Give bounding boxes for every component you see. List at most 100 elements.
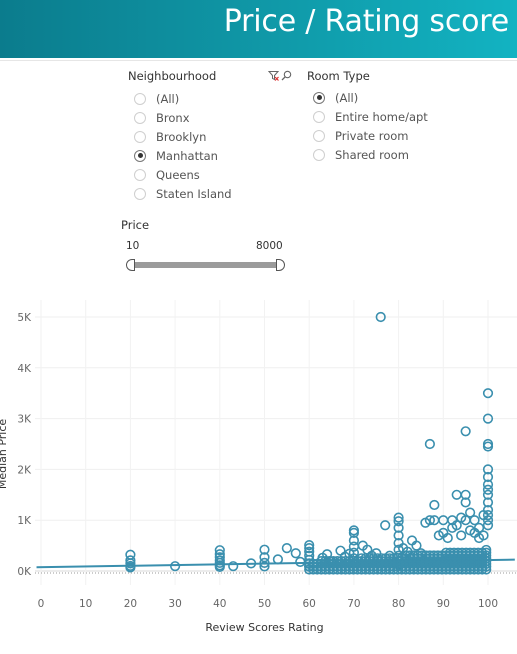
data-point[interactable] xyxy=(460,489,471,500)
price-slider-max-handle[interactable] xyxy=(276,259,285,271)
x-tick-label: 60 xyxy=(303,598,316,610)
neighbourhood-option[interactable]: Queens xyxy=(134,165,232,184)
header-divider xyxy=(0,60,517,61)
data-point[interactable] xyxy=(214,545,225,556)
radio-button-icon[interactable] xyxy=(134,149,146,162)
neighbourhood-option[interactable]: (All) xyxy=(134,89,232,108)
radio-button-icon[interactable] xyxy=(134,168,146,181)
data-point[interactable] xyxy=(393,522,404,533)
data-point[interactable] xyxy=(482,464,494,475)
data-point[interactable] xyxy=(460,497,471,508)
search-icon[interactable] xyxy=(281,70,292,81)
data-point[interactable] xyxy=(259,544,270,555)
data-point[interactable] xyxy=(451,520,462,531)
radio-button-icon[interactable] xyxy=(313,91,325,104)
data-point[interactable] xyxy=(393,512,404,523)
data-point[interactable] xyxy=(482,388,494,399)
data-point[interactable] xyxy=(482,413,494,424)
radio-button-icon[interactable] xyxy=(134,92,146,105)
data-point[interactable] xyxy=(482,515,494,526)
data-point[interactable] xyxy=(214,561,225,573)
data-point[interactable] xyxy=(481,550,492,561)
radio-button-icon[interactable] xyxy=(313,129,325,142)
x-tick-label: 40 xyxy=(213,598,226,610)
data-point[interactable] xyxy=(482,489,494,500)
radio-button-icon[interactable] xyxy=(313,110,325,123)
data-point[interactable] xyxy=(465,507,476,518)
data-point[interactable] xyxy=(478,530,489,541)
neighbourhood-option[interactable]: Staten Island xyxy=(134,184,232,203)
neighbourhood-option-label: Manhattan xyxy=(156,148,218,163)
data-point[interactable] xyxy=(348,527,360,538)
data-point[interactable] xyxy=(295,556,306,567)
data-point[interactable] xyxy=(170,561,181,572)
data-point[interactable] xyxy=(375,311,386,323)
data-point[interactable] xyxy=(482,520,494,531)
data-point[interactable] xyxy=(456,530,467,541)
data-point[interactable] xyxy=(482,441,494,452)
data-point[interactable] xyxy=(304,539,315,551)
header-banner: Price / Rating score xyxy=(0,0,517,58)
data-point[interactable] xyxy=(429,499,440,511)
room-type-radio-list: (All) Entire home/apt Private room Shared r… xyxy=(313,88,428,164)
data-point[interactable] xyxy=(482,497,494,508)
clear-filter-icon[interactable] xyxy=(268,70,279,81)
radio-button-icon[interactable] xyxy=(313,148,325,161)
data-point[interactable] xyxy=(335,545,346,556)
room-type-option[interactable]: Entire home/apt xyxy=(313,107,428,126)
price-slider-min-handle[interactable] xyxy=(126,259,135,271)
data-point[interactable] xyxy=(482,504,494,516)
radio-button-icon[interactable] xyxy=(134,187,146,200)
x-tick-label: 0 xyxy=(38,598,45,610)
data-point[interactable] xyxy=(460,426,471,437)
data-point[interactable] xyxy=(304,543,315,554)
data-point[interactable] xyxy=(259,557,270,568)
data-point[interactable] xyxy=(473,522,485,533)
neighbourhood-option[interactable]: Brooklyn xyxy=(134,127,232,146)
neighbourhood-option[interactable]: Manhattan xyxy=(134,146,232,165)
chart-gridlines xyxy=(35,300,517,585)
data-point[interactable] xyxy=(125,562,136,573)
data-point[interactable] xyxy=(348,535,360,546)
data-point[interactable] xyxy=(321,549,333,560)
data-point[interactable] xyxy=(481,547,492,558)
data-point[interactable] xyxy=(393,516,404,527)
price-min-value: 10 xyxy=(126,240,140,252)
data-point[interactable] xyxy=(482,510,494,521)
room-type-option[interactable]: Private room xyxy=(313,126,428,145)
data-point[interactable] xyxy=(481,544,492,556)
data-point[interactable] xyxy=(290,548,301,559)
room-type-option-label: (All) xyxy=(335,90,359,105)
y-tick-label: 1K xyxy=(17,515,32,527)
room-type-option[interactable]: Shared room xyxy=(313,145,428,164)
radio-button-icon[interactable] xyxy=(134,130,146,143)
price-filter-title: Price xyxy=(121,218,150,232)
room-type-option-label: Private room xyxy=(335,128,409,143)
data-point[interactable] xyxy=(281,543,292,554)
data-point[interactable] xyxy=(469,515,480,526)
data-point[interactable] xyxy=(424,438,435,450)
price-max-value: 8000 xyxy=(256,240,283,252)
data-point[interactable] xyxy=(272,554,284,565)
x-tick-label: 80 xyxy=(392,598,405,610)
radio-button-icon[interactable] xyxy=(134,111,146,124)
data-point[interactable] xyxy=(411,540,422,551)
data-point[interactable] xyxy=(482,479,494,490)
data-point[interactable] xyxy=(451,489,462,500)
data-point[interactable] xyxy=(245,558,257,569)
data-point[interactable] xyxy=(482,484,494,495)
y-axis-label: Median Price xyxy=(0,419,9,490)
data-point[interactable] xyxy=(380,520,391,531)
data-point[interactable] xyxy=(424,515,435,526)
room-type-option-label: Shared room xyxy=(335,147,409,162)
price-slider-track[interactable] xyxy=(129,262,280,268)
data-point[interactable] xyxy=(228,561,239,572)
data-point[interactable] xyxy=(125,555,136,566)
room-type-option-label: Entire home/apt xyxy=(335,109,428,124)
data-point[interactable] xyxy=(482,471,494,483)
neighbourhood-option[interactable]: Bronx xyxy=(134,108,232,127)
room-type-option[interactable]: (All) xyxy=(313,88,428,107)
data-point[interactable] xyxy=(393,530,404,541)
data-point[interactable] xyxy=(259,561,270,572)
data-point[interactable] xyxy=(442,532,453,544)
